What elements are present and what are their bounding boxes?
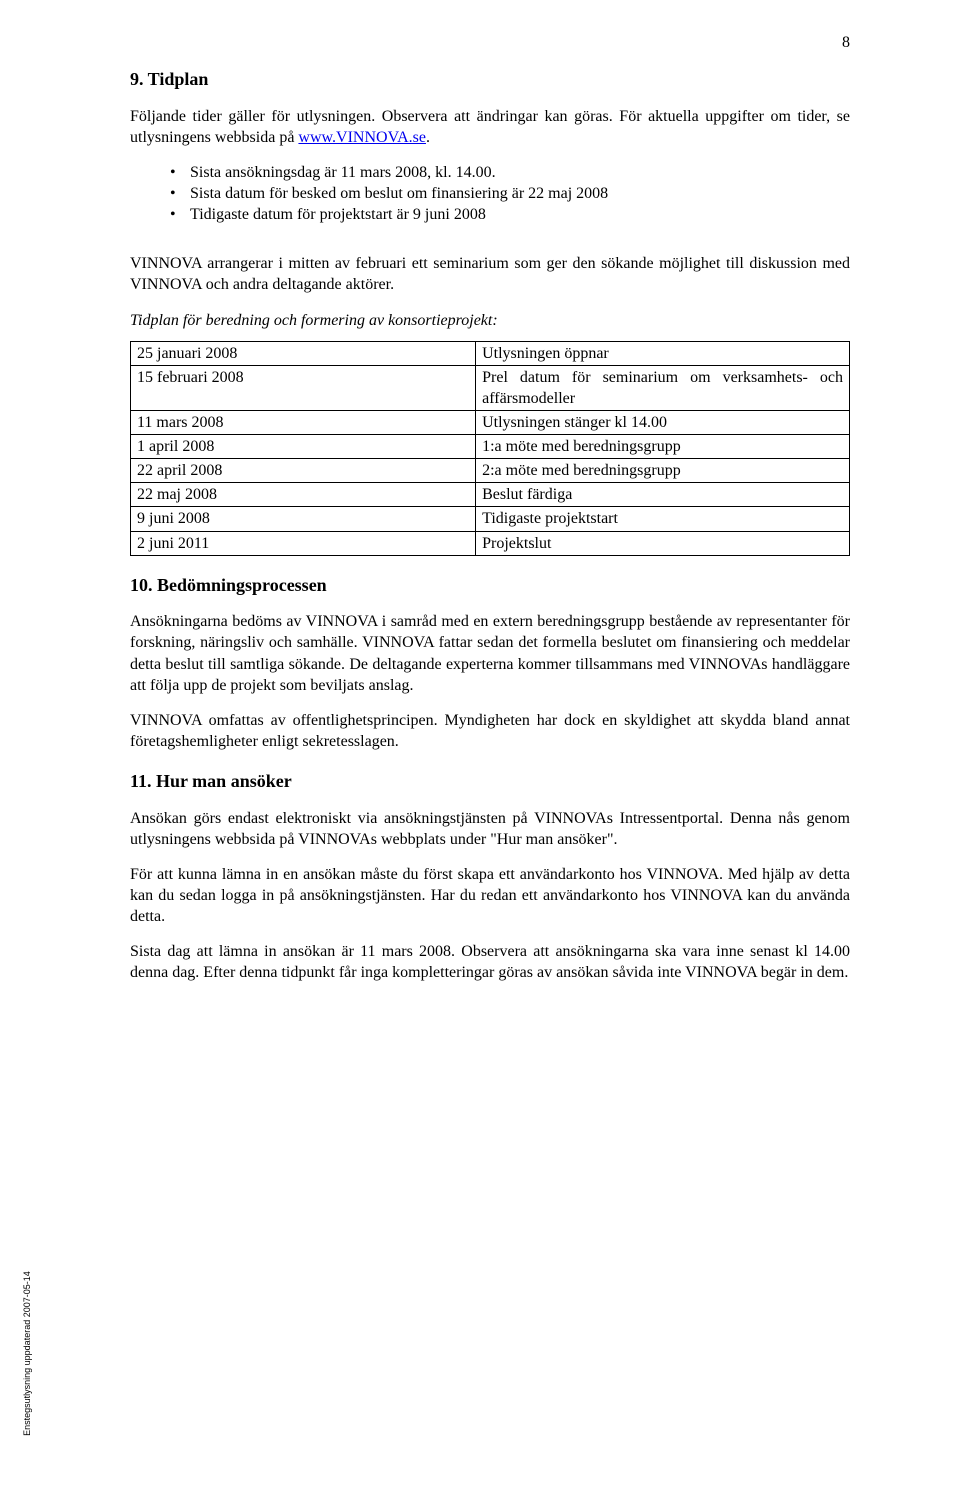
sidebar-version-text: Enstegsutlysning uppdaterad 2007-05-14 (22, 1271, 34, 1436)
list-item: Tidigaste datum för projektstart är 9 ju… (170, 204, 850, 225)
table-cell-event: Utlysningen stänger kl 14.00 (476, 410, 850, 434)
table-cell-event: Prel datum för seminarium om verksamhets… (476, 365, 850, 410)
section-11-paragraph-2: För att kunna lämna in en ansökan måste … (130, 864, 850, 927)
table-cell-date: 11 mars 2008 (131, 410, 476, 434)
table-row: 9 juni 2008Tidigaste projektstart (131, 507, 850, 531)
table-cell-date: 15 februari 2008 (131, 365, 476, 410)
vinnova-link[interactable]: www.VINNOVA.se (298, 129, 426, 146)
table-cell-event: Beslut färdiga (476, 483, 850, 507)
table-row: 22 maj 2008Beslut färdiga (131, 483, 850, 507)
table-row: 25 januari 2008Utlysningen öppnar (131, 341, 850, 365)
page-number: 8 (842, 32, 850, 53)
table-cell-event: Utlysningen öppnar (476, 341, 850, 365)
section-10-paragraph-1: Ansökningarna bedöms av VINNOVA i samråd… (130, 611, 850, 695)
table-cell-event: 2:a möte med beredningsgrupp (476, 459, 850, 483)
table-row: 11 mars 2008Utlysningen stänger kl 14.00 (131, 410, 850, 434)
section-9-intro: Följande tider gäller för utlysningen. O… (130, 106, 850, 148)
list-item: Sista ansökningsdag är 11 mars 2008, kl.… (170, 162, 850, 183)
table-cell-date: 2 juni 2011 (131, 531, 476, 555)
table-cell-event: Projektslut (476, 531, 850, 555)
section-9-bullets: Sista ansökningsdag är 11 mars 2008, kl.… (130, 162, 850, 225)
table-cell-date: 1 april 2008 (131, 435, 476, 459)
table-cell-date: 9 juni 2008 (131, 507, 476, 531)
table-cell-event: 1:a möte med beredningsgrupp (476, 435, 850, 459)
section-10-paragraph-2: VINNOVA omfattas av offentlighetsprincip… (130, 710, 850, 752)
intro-post-text: . (426, 129, 430, 146)
section-10-heading: 10. Bedömningsprocessen (130, 574, 850, 598)
table-cell-date: 22 april 2008 (131, 459, 476, 483)
table-row: 1 april 20081:a möte med beredningsgrupp (131, 435, 850, 459)
list-item: Sista datum för besked om beslut om fina… (170, 183, 850, 204)
table-cell-date: 22 maj 2008 (131, 483, 476, 507)
table-cell-event: Tidigaste projektstart (476, 507, 850, 531)
table-row: 2 juni 2011Projektslut (131, 531, 850, 555)
table-cell-date: 25 januari 2008 (131, 341, 476, 365)
section-11-paragraph-3: Sista dag att lämna in ansökan är 11 mar… (130, 941, 850, 983)
intro-pre-text: Följande tider gäller för utlysningen. O… (130, 108, 850, 146)
section-11-heading: 11. Hur man ansöker (130, 770, 850, 794)
schedule-table: 25 januari 2008Utlysningen öppnar 15 feb… (130, 341, 850, 556)
table-row: 22 april 20082:a möte med beredningsgrup… (131, 459, 850, 483)
section-9-heading: 9. Tidplan (130, 68, 850, 92)
section-9-paragraph-2: VINNOVA arrangerar i mitten av februari … (130, 253, 850, 295)
schedule-table-caption: Tidplan för beredning och formering av k… (130, 310, 850, 331)
table-row: 15 februari 2008Prel datum för seminariu… (131, 365, 850, 410)
section-11-paragraph-1: Ansökan görs endast elektroniskt via ans… (130, 808, 850, 850)
